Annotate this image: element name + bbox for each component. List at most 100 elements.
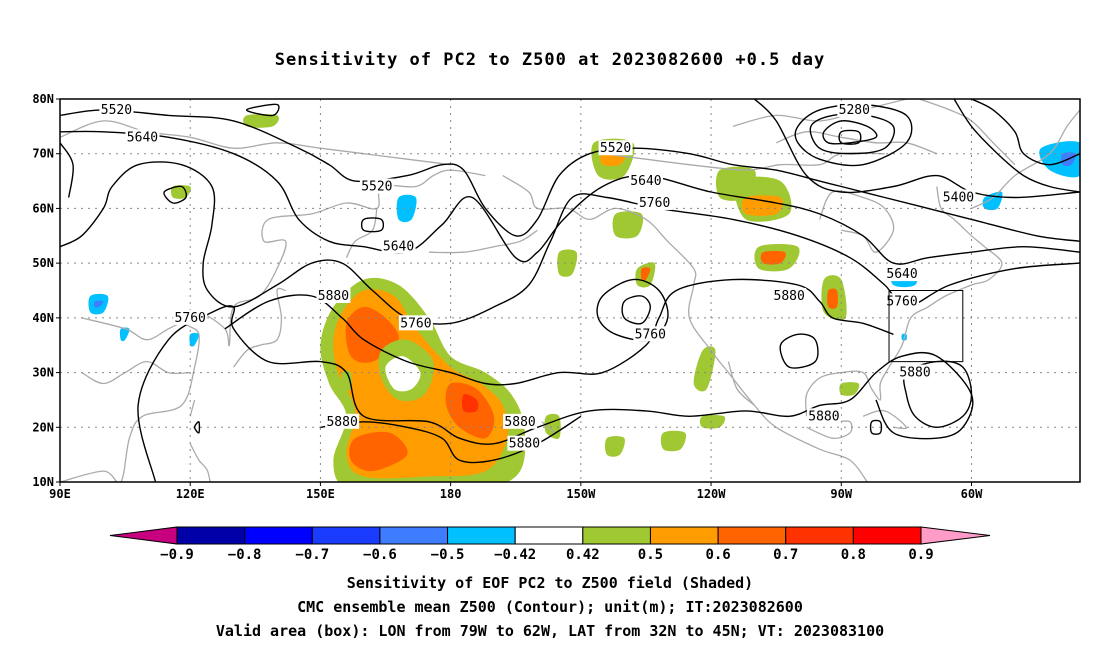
colorbar-label: 0.7 [773,547,798,563]
lat-label: 60N [32,201,54,215]
lon-label: 90E [49,487,71,501]
contour-line [60,142,74,198]
contour-label-bg [99,101,134,117]
contour-label: 5880 [808,409,839,424]
contour-label: 5280 [839,103,870,118]
contour-label: 5760 [400,316,431,331]
shading-region [119,327,130,342]
contour-line [809,113,895,155]
contour-label: 5520 [361,180,392,195]
contour-line [163,185,188,204]
contour-label-bg [637,194,672,210]
contour-label: 5640 [127,130,158,145]
contour-line [224,278,894,386]
coastline [233,287,286,368]
contour-line [794,103,913,167]
contour-label: 5640 [630,174,661,189]
contour-label: 5640 [886,267,917,282]
colorbar-label: −0.7 [295,547,329,563]
contour-label-bg [381,238,416,254]
z500-contours [60,99,1080,482]
coastline [862,409,908,430]
contour-label-bg [325,413,360,429]
lon-label: 120W [697,487,727,501]
shading-region [385,356,421,392]
coastline [971,109,1080,209]
coastline [919,99,1016,166]
lat-label: 80N [32,92,54,106]
shading-region [660,430,687,452]
colorbar-label: −0.9 [160,547,194,563]
contour-line [193,421,201,434]
contour-label: 5760 [886,294,917,309]
colorbar-label: 0.6 [705,547,730,563]
contour-line [137,305,974,482]
contour-label: 5520 [600,141,631,156]
contour-label: 5400 [943,190,974,205]
shading-region [612,211,644,239]
caption-line-1: Sensitivity of EOF PC2 to Z500 field (Sh… [346,574,754,592]
shading-region [604,436,625,457]
contour-line [245,103,280,117]
coastline [818,190,895,253]
contour-label: 5880 [899,366,930,381]
contour-label: 5880 [509,437,540,452]
contour-line [822,120,878,145]
colorbar-label: −0.8 [228,547,262,563]
coastline [727,361,755,406]
colorbar-label: 0.42 [566,547,600,563]
lat-label: 20N [32,420,54,434]
contour-line [754,99,1080,199]
contour-label-bg [398,315,433,331]
contour-label-bg [885,266,920,282]
contour-label-bg [837,101,872,117]
coastline [428,229,538,254]
coastline [541,421,556,434]
contour-label-bg [173,309,208,325]
contour-label-bg [633,326,668,342]
contour-label: 5760 [175,311,206,326]
lat-label: 70N [32,147,54,161]
contour-label: 5520 [101,103,132,118]
contour-label-bg [898,364,933,380]
shading-region [243,114,279,128]
shading-region [839,382,860,396]
shading-region [396,194,417,223]
colorbar-label: −0.42 [494,547,536,563]
shading-region [982,191,1003,211]
lon-label: 90W [830,487,852,501]
contour-line [953,99,1080,193]
contour-line [621,295,652,325]
contour-label-bg [885,293,920,309]
contour-line [779,333,819,369]
shading-region [462,394,479,413]
lat-label: 30N [32,366,54,380]
sensitivity-map: 5520 5640 5520 5640 5880 5760 5760 5880 5880 5880… [32,92,1081,501]
contour-line [360,217,385,233]
lon-label: 180 [440,487,462,501]
lon-label: 150E [306,487,335,501]
contour-line [60,161,1080,325]
contour-label-bg [359,178,394,194]
shading-region [760,250,786,265]
shading-region [341,370,352,392]
contour-label-bg [503,413,538,429]
coastlines [60,99,1080,482]
shading-region [349,431,408,472]
colorbar-label: −0.5 [431,547,465,563]
shading-region [189,332,199,347]
coastline [81,317,191,341]
contour-line [60,130,1080,265]
contour-label-bg [598,140,633,156]
lon-label: 120E [176,487,205,501]
contour-label: 5880 [326,415,357,430]
colorbar-label: 0.9 [908,547,933,563]
contour-line [838,129,862,145]
lon-label: 60W [961,487,983,501]
contour-label-bg [772,287,807,303]
valid-area-box [888,290,964,363]
coastline [806,420,853,439]
lon-label: 150W [566,487,596,501]
contour-line [971,99,1080,166]
